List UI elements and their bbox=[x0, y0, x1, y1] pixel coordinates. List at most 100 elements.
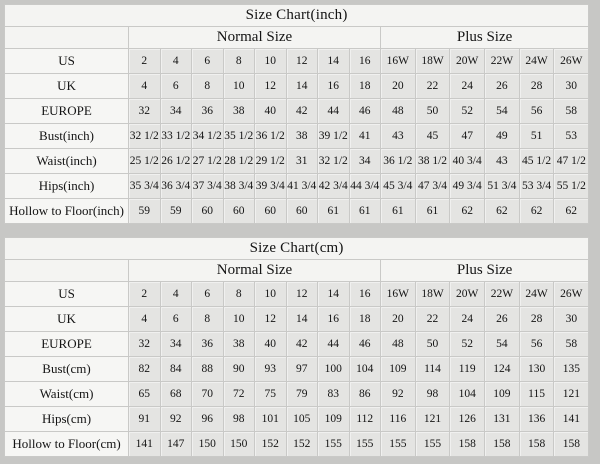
size-cell: 12 bbox=[285, 48, 318, 74]
table-row: US 2 4 6 8 10 12 14 16 16W 18W 20W 22W 24W 26W bbox=[4, 281, 590, 307]
size-cell: 62 bbox=[484, 198, 520, 224]
size-cell: 51 bbox=[518, 123, 555, 149]
table-row: Hollow to Floor(inch) 59 59 60 60 60 60 61 61 61 6… bbox=[4, 198, 590, 224]
size-cell: 26 1/2 bbox=[159, 148, 192, 174]
size-cell: 141 bbox=[128, 431, 161, 457]
size-cell: 91 bbox=[128, 406, 161, 432]
size-cell: 109 bbox=[317, 406, 350, 432]
size-cell: 50 bbox=[414, 331, 451, 357]
size-cell: 115 bbox=[518, 381, 555, 407]
size-cell: 6 bbox=[191, 48, 224, 74]
size-cell: 50 bbox=[414, 98, 451, 124]
size-cell: 65 bbox=[128, 381, 161, 407]
size-cell: 38 1/2 bbox=[414, 148, 451, 174]
table-title: Size Chart(cm) bbox=[3, 237, 590, 260]
size-cell: 14 bbox=[317, 281, 350, 307]
size-cell: 82 bbox=[128, 356, 161, 382]
size-cell: 16 bbox=[348, 48, 381, 74]
size-cell: 61 bbox=[348, 198, 381, 224]
size-cell: 34 bbox=[159, 331, 192, 357]
size-cell: 119 bbox=[449, 356, 486, 382]
size-cell: 131 bbox=[484, 406, 520, 432]
size-cell: 42 bbox=[285, 331, 318, 357]
size-cell: 96 bbox=[191, 406, 224, 432]
table-row: US 2 4 6 8 10 12 14 16 16W 18W 20W 22W 24W 26W bbox=[4, 48, 590, 74]
size-cell: 10 bbox=[222, 73, 255, 99]
size-cell: 90 bbox=[222, 356, 255, 382]
size-cell: 62 bbox=[553, 198, 590, 224]
size-cell: 38 3/4 bbox=[222, 173, 255, 199]
table-row: Bust(cm) 82 84 88 90 93 97 100 104 109 114 119 124 13… bbox=[4, 356, 590, 382]
size-cell: 44 3/4 bbox=[348, 173, 381, 199]
size-cell: 22 bbox=[414, 306, 451, 332]
size-cell: 8 bbox=[222, 48, 255, 74]
size-cell: 42 bbox=[285, 98, 318, 124]
size-cell: 60 bbox=[222, 198, 255, 224]
size-cell: 33 1/2 bbox=[159, 123, 192, 149]
size-cell: 20 bbox=[380, 73, 416, 99]
size-cell: 97 bbox=[285, 356, 318, 382]
row-label: US bbox=[4, 48, 129, 74]
size-cell: 54 bbox=[484, 98, 520, 124]
size-cell: 39 1/2 bbox=[317, 123, 350, 149]
size-cell: 136 bbox=[518, 406, 555, 432]
size-cell: 10 bbox=[254, 281, 287, 307]
row-label: Bust(cm) bbox=[4, 356, 129, 382]
row-label: EUROPE bbox=[4, 331, 129, 357]
size-cell: 92 bbox=[380, 381, 416, 407]
table-title-row: Size Chart(inch) bbox=[3, 4, 590, 27]
size-cell: 36 3/4 bbox=[159, 173, 192, 199]
size-cell: 147 bbox=[159, 431, 192, 457]
size-cell: 14 bbox=[285, 306, 318, 332]
row-label: Waist(inch) bbox=[4, 148, 129, 174]
size-cell: 26 bbox=[484, 306, 520, 332]
size-cell: 93 bbox=[254, 356, 287, 382]
size-cell: 36 1/2 bbox=[254, 123, 287, 149]
size-cell: 28 1/2 bbox=[222, 148, 255, 174]
size-cell: 24 bbox=[449, 306, 486, 332]
size-cell: 26W bbox=[553, 281, 590, 307]
size-cell: 121 bbox=[553, 381, 590, 407]
size-cell: 55 1/2 bbox=[553, 173, 590, 199]
size-cell: 47 1/2 bbox=[553, 148, 590, 174]
size-cell: 155 bbox=[380, 431, 416, 457]
size-cell: 44 bbox=[317, 331, 350, 357]
size-cell: 6 bbox=[159, 73, 192, 99]
size-cell: 46 bbox=[348, 98, 381, 124]
size-cell: 158 bbox=[449, 431, 486, 457]
row-label: Hips(inch) bbox=[4, 173, 129, 199]
size-cell: 47 bbox=[449, 123, 486, 149]
size-cell: 22 bbox=[414, 73, 451, 99]
size-cell: 8 bbox=[222, 281, 255, 307]
size-cell: 104 bbox=[348, 356, 381, 382]
size-cell: 98 bbox=[414, 381, 451, 407]
table-gap bbox=[4, 224, 588, 237]
size-cell: 152 bbox=[254, 431, 287, 457]
size-cell: 26W bbox=[553, 48, 590, 74]
size-cell: 58 bbox=[553, 98, 590, 124]
size-cell: 45 bbox=[414, 123, 451, 149]
size-cell: 12 bbox=[254, 73, 287, 99]
size-cell: 28 bbox=[518, 306, 555, 332]
size-cell: 48 bbox=[380, 98, 416, 124]
size-cell: 40 bbox=[254, 331, 287, 357]
row-label: EUROPE bbox=[4, 98, 129, 124]
size-cell: 24W bbox=[518, 48, 555, 74]
row-label: Hollow to Floor(cm) bbox=[4, 431, 129, 457]
size-cell: 112 bbox=[348, 406, 381, 432]
size-cell: 88 bbox=[191, 356, 224, 382]
size-cell: 43 bbox=[380, 123, 416, 149]
size-cell: 155 bbox=[348, 431, 381, 457]
size-cell: 16W bbox=[380, 281, 416, 307]
group-header-plus-size: Plus Size bbox=[379, 26, 590, 49]
table-title-row: Size Chart(cm) bbox=[3, 237, 590, 260]
size-cell: 155 bbox=[414, 431, 451, 457]
size-cell: 59 bbox=[128, 198, 161, 224]
size-cell: 41 bbox=[348, 123, 381, 149]
size-cell: 6 bbox=[159, 306, 192, 332]
blank-corner-cell bbox=[4, 259, 129, 282]
size-cell: 4 bbox=[128, 306, 161, 332]
size-cell: 100 bbox=[317, 356, 350, 382]
size-cell: 16W bbox=[380, 48, 416, 74]
